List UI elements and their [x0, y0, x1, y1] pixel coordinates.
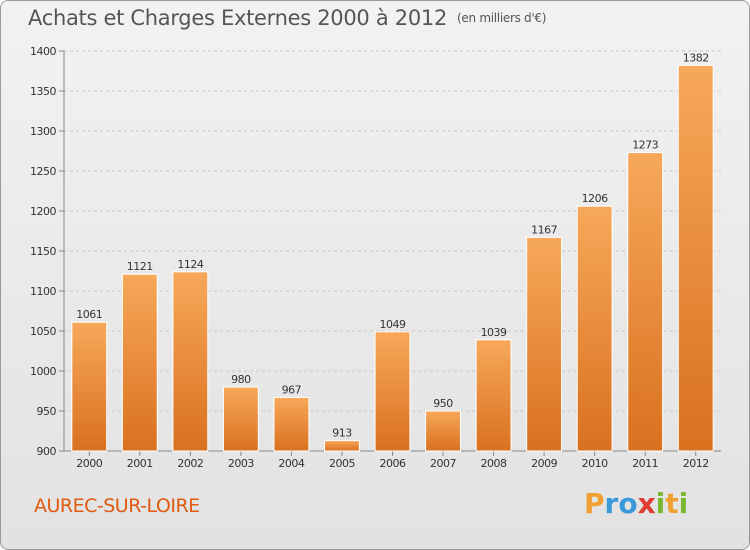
- chart-subtitle: (en milliers d'€): [457, 11, 547, 25]
- data-label: 1061: [76, 308, 102, 321]
- y-tick-label: 950: [37, 405, 57, 418]
- data-label: 913: [332, 427, 352, 440]
- commune-name: AUREC-SUR-LOIRE: [34, 495, 200, 517]
- data-label: 950: [433, 397, 453, 410]
- data-label: 1382: [683, 51, 709, 64]
- y-tick-label: 1300: [30, 125, 56, 138]
- data-label: 1167: [531, 223, 557, 236]
- logo-letter: P: [584, 487, 605, 520]
- x-tick-label: 2006: [380, 457, 406, 470]
- bar-2009[interactable]: [526, 236, 563, 452]
- data-label: 1206: [582, 192, 608, 205]
- x-tick-label: 2001: [127, 457, 153, 470]
- bar-2002[interactable]: [172, 271, 209, 452]
- proxiti-logo[interactable]: Proxiti: [584, 487, 688, 520]
- x-tick-label: 2008: [481, 457, 507, 470]
- x-tick-label: 2007: [430, 457, 456, 470]
- y-tick-label: 900: [37, 445, 57, 458]
- y-tick-label: 1050: [30, 325, 56, 338]
- y-tick-label: 1350: [30, 85, 56, 98]
- x-tick-label: 2012: [683, 457, 709, 470]
- bar-2003[interactable]: [222, 386, 259, 452]
- logo-letter: o: [618, 487, 638, 520]
- logo-letter: i: [678, 487, 689, 520]
- bar-2008[interactable]: [475, 339, 512, 452]
- y-tick-label: 1150: [30, 245, 56, 258]
- logo-letter: x: [637, 487, 656, 520]
- y-tick-label: 1200: [30, 205, 56, 218]
- data-label: 1273: [632, 139, 658, 152]
- data-label: 1049: [380, 318, 406, 331]
- y-tick-label: 1100: [30, 285, 56, 298]
- data-label: 980: [231, 373, 251, 386]
- logo-letter: t: [665, 487, 679, 520]
- data-label: 967: [282, 383, 302, 396]
- title-text: Achats et Charges Externes 2000 à 2012: [28, 6, 448, 30]
- x-tick-label: 2004: [278, 457, 304, 470]
- x-tick-label: 2002: [177, 457, 203, 470]
- bar-2012[interactable]: [677, 64, 714, 452]
- bar-2005[interactable]: [324, 440, 360, 452]
- bar-2007[interactable]: [425, 410, 461, 452]
- y-tick-label: 1250: [30, 165, 56, 178]
- bar-2004[interactable]: [273, 396, 310, 452]
- x-tick-label: 2011: [632, 457, 658, 470]
- data-label: 1124: [177, 258, 203, 271]
- data-label: 1039: [481, 326, 507, 339]
- x-tick-label: 2009: [531, 457, 557, 470]
- x-tick-label: 2010: [582, 457, 608, 470]
- data-label: 1121: [127, 260, 153, 273]
- x-tick-label: 2003: [228, 457, 254, 470]
- x-tick-label: 2000: [76, 457, 102, 470]
- logo-letter: i: [655, 487, 666, 520]
- y-tick-label: 1000: [30, 365, 56, 378]
- x-tick-label: 2005: [329, 457, 355, 470]
- chart-title: Achats et Charges Externes 2000 à 2012 (e…: [28, 6, 546, 30]
- bar-2011[interactable]: [627, 152, 664, 452]
- logo-letter: r: [604, 487, 619, 520]
- bar-2001[interactable]: [121, 273, 158, 452]
- bar-2010[interactable]: [576, 205, 613, 452]
- bar-2000[interactable]: [71, 321, 108, 452]
- y-tick-label: 1400: [30, 45, 56, 58]
- bar-2006[interactable]: [374, 331, 411, 452]
